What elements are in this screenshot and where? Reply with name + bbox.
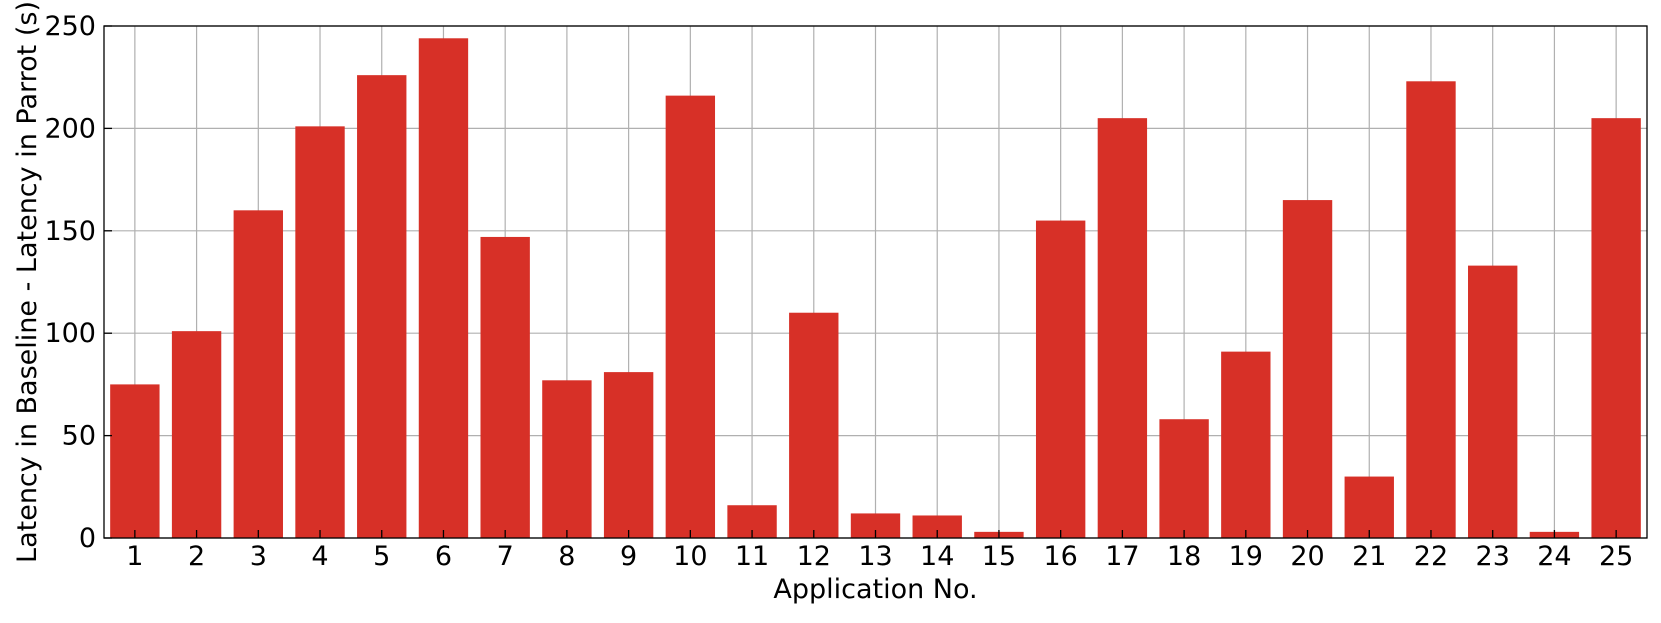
y-tick-label: 250 bbox=[44, 11, 96, 42]
x-tick-label: 17 bbox=[1105, 541, 1139, 572]
x-tick-label: 13 bbox=[858, 541, 892, 572]
bar-14 bbox=[912, 515, 962, 538]
bar-22 bbox=[1406, 81, 1456, 539]
x-tick-label: 12 bbox=[797, 541, 831, 572]
x-tick-label: 21 bbox=[1352, 541, 1386, 572]
x-tick-label: 10 bbox=[673, 541, 707, 572]
x-tick-label: 1 bbox=[126, 541, 143, 572]
bar-2 bbox=[171, 331, 222, 538]
bars bbox=[110, 38, 1641, 539]
x-tick-label: 9 bbox=[620, 541, 637, 572]
x-tick-label: 4 bbox=[311, 541, 328, 572]
y-tick-label: 100 bbox=[44, 318, 96, 349]
x-tick-label: 2 bbox=[188, 541, 205, 572]
x-tick-label: 20 bbox=[1290, 541, 1324, 572]
bar-1 bbox=[110, 384, 160, 538]
x-tick-label: 7 bbox=[497, 541, 514, 572]
x-tick-label: 11 bbox=[735, 541, 769, 572]
bar-8 bbox=[542, 380, 592, 538]
bar-4 bbox=[295, 126, 345, 539]
x-tick-label: 22 bbox=[1414, 541, 1448, 572]
y-tick-label: 200 bbox=[44, 113, 96, 144]
x-tick-label: 16 bbox=[1043, 541, 1077, 572]
x-tick-label: 24 bbox=[1537, 541, 1571, 572]
bar-5 bbox=[357, 75, 407, 538]
x-tick-label: 14 bbox=[920, 541, 954, 572]
bar-10 bbox=[665, 95, 716, 538]
x-tick-label: 15 bbox=[982, 541, 1016, 572]
x-tick-label: 18 bbox=[1167, 541, 1201, 572]
bar-7 bbox=[480, 236, 530, 538]
x-tick-label: 25 bbox=[1599, 541, 1633, 572]
bar-23 bbox=[1468, 265, 1518, 538]
bar-25 bbox=[1591, 118, 1641, 538]
bar-9 bbox=[603, 372, 654, 538]
x-tick-label: 5 bbox=[373, 541, 390, 572]
x-tick-label: 6 bbox=[435, 541, 452, 572]
bar-12 bbox=[789, 312, 839, 538]
bar-6 bbox=[418, 38, 469, 539]
bar-21 bbox=[1344, 476, 1394, 538]
y-tick-label: 150 bbox=[44, 216, 96, 247]
x-axis-label: Application No. bbox=[773, 574, 977, 605]
bar-16 bbox=[1035, 220, 1086, 538]
bar-19 bbox=[1221, 351, 1271, 538]
bar-18 bbox=[1159, 419, 1209, 538]
y-tick-label: 0 bbox=[79, 523, 96, 554]
x-tick-label: 3 bbox=[250, 541, 267, 572]
bar-3 bbox=[233, 210, 283, 538]
bar-17 bbox=[1097, 118, 1148, 538]
x-tick-label: 19 bbox=[1229, 541, 1263, 572]
y-axis-label: Latency in Baseline - Latency in Parrot … bbox=[12, 1, 43, 563]
x-tick-label: 23 bbox=[1476, 541, 1510, 572]
x-tick-label: 8 bbox=[558, 541, 575, 572]
bar-20 bbox=[1282, 200, 1333, 538]
y-tick-label: 50 bbox=[62, 421, 96, 452]
